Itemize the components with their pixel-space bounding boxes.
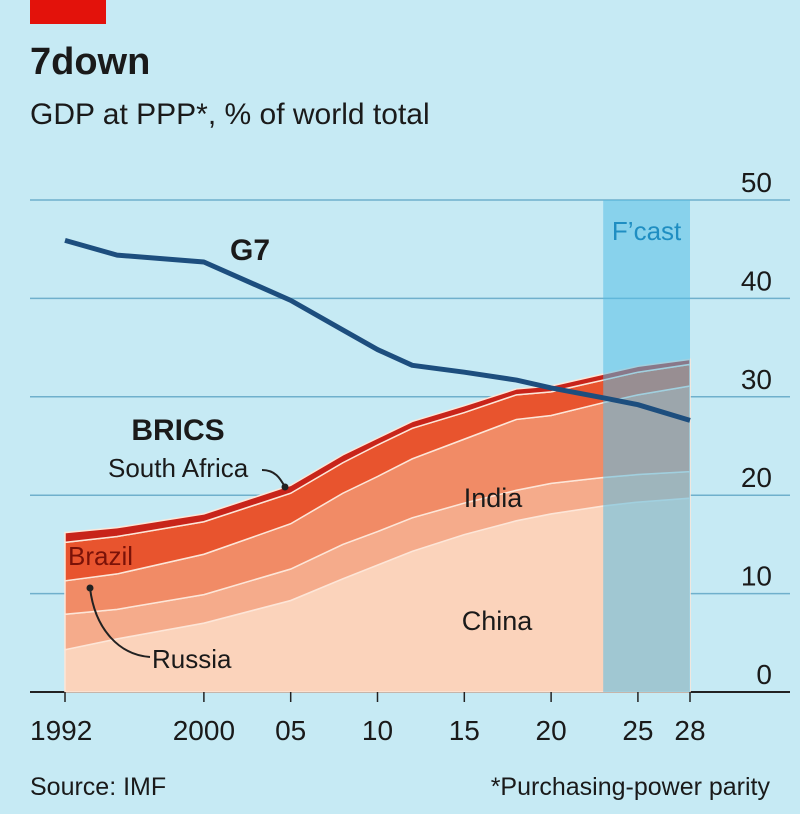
source: Source: IMF — [30, 773, 166, 801]
series-label: South Africa — [108, 453, 249, 483]
x-tick-label: 25 — [622, 715, 653, 746]
forecast-label: F’cast — [612, 216, 682, 246]
x-tick-label: 20 — [536, 715, 567, 746]
x-tick-label: 1992 — [30, 715, 92, 746]
plot: 0 10 20 30 40 50 F’cast China Russia India Brazil S… — [30, 167, 790, 746]
leader — [261, 469, 286, 488]
series-label: G7 — [230, 234, 270, 267]
leader-dot — [281, 483, 289, 491]
y-tick-label: 20 — [741, 462, 772, 493]
series-label: Brazil — [68, 541, 133, 571]
leader-dot — [86, 584, 94, 592]
x-tick-label: 10 — [362, 715, 393, 746]
x-tick-label: 15 — [449, 715, 480, 746]
series-label: Russia — [152, 644, 232, 674]
forecast-band — [603, 200, 690, 692]
series-label: India — [464, 483, 524, 513]
y-tick-label: 30 — [741, 364, 772, 395]
series-label: China — [462, 606, 534, 636]
line — [64, 237, 691, 423]
y-tick-label: 10 — [741, 561, 772, 592]
y-tick-label: 50 — [741, 167, 772, 198]
group-label: BRICS — [131, 414, 224, 447]
x-tick-label: 2000 — [173, 715, 235, 746]
leader — [89, 587, 151, 658]
chart-subtitle: GDP at PPP*, % of world total — [30, 98, 430, 131]
y-tick-label: 0 — [756, 659, 772, 690]
x-tick-label: 28 — [674, 715, 705, 746]
x-tick-label: 05 — [275, 715, 306, 746]
y-tick-label: 40 — [741, 265, 772, 296]
brand-tag — [30, 0, 106, 24]
chart-title: 7down — [30, 41, 150, 83]
footnote: *Purchasing-power parity — [491, 773, 771, 801]
